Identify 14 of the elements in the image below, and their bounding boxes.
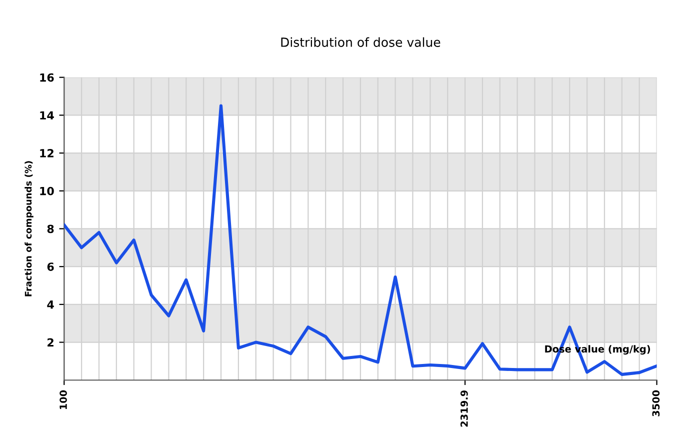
y-tick-label: 8 xyxy=(47,224,54,234)
y-tick-label: 14 xyxy=(40,111,54,120)
x-tick-label: 2319.9 xyxy=(460,390,468,427)
y-tick-label: 16 xyxy=(40,73,54,82)
y-tick-label: 6 xyxy=(47,262,54,271)
line-series xyxy=(64,104,657,376)
y-tick-label: 4 xyxy=(47,300,54,309)
x-tick-label: 100 xyxy=(60,390,67,410)
y-tick-label: 10 xyxy=(40,186,54,196)
y-tick-label: 2 xyxy=(48,338,54,346)
chart-title: Distribution of dose value xyxy=(281,37,440,47)
x-tick-label: 3500 xyxy=(652,390,660,416)
y-axis-title: Fraction of compounds (%) xyxy=(24,161,34,296)
y-tick-label: 12 xyxy=(40,149,54,158)
